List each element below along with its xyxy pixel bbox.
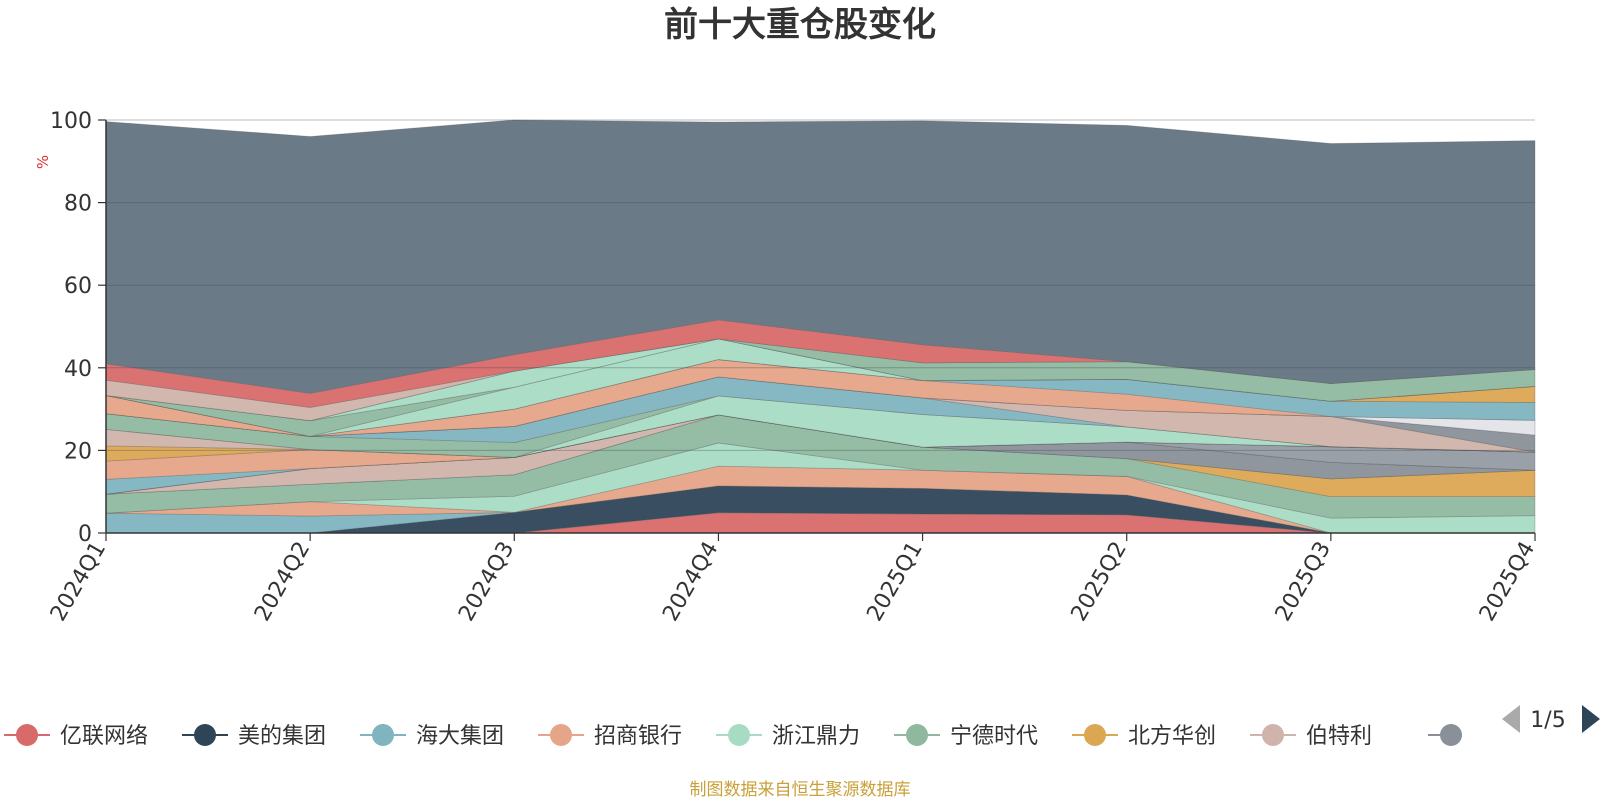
legend-page-indicator: 1/5 xyxy=(1530,708,1565,733)
legend-label: 浙江鼎力 xyxy=(772,724,860,749)
y-tick-label: 20 xyxy=(64,439,92,464)
legend-marker-icon xyxy=(728,724,750,746)
legend-item[interactable]: 伯特利 xyxy=(1250,724,1372,749)
legend-prev-page-icon[interactable] xyxy=(1502,705,1520,733)
legend-next-page-icon[interactable] xyxy=(1582,705,1600,733)
y-tick-label: 40 xyxy=(64,357,92,382)
legend-item[interactable]: 北方华创 xyxy=(1072,724,1216,749)
legend-marker-icon xyxy=(1084,724,1106,746)
x-tick-label: 2025Q3 xyxy=(1271,538,1336,626)
x-tick-label: 2024Q3 xyxy=(454,538,519,626)
y-tick-label: 80 xyxy=(64,192,92,217)
legend-label: 伯特利 xyxy=(1306,724,1372,749)
legend-item[interactable]: 美的集团 xyxy=(182,724,326,749)
area-series-30 xyxy=(105,119,1536,394)
legend-marker-icon xyxy=(1440,724,1462,746)
area-series-29 xyxy=(105,319,1536,408)
y-tick-label: 0 xyxy=(78,522,92,547)
area-series-20 xyxy=(105,376,1536,437)
legend-pager: 1/5 xyxy=(1502,705,1600,733)
area-series-6 xyxy=(105,414,1536,498)
x-tick-label: 2024Q1 xyxy=(46,538,111,626)
area-series-4 xyxy=(105,442,1536,534)
area-series-28 xyxy=(105,338,1536,422)
legend-marker-icon xyxy=(906,724,928,746)
legend-label: 宁德时代 xyxy=(950,724,1038,749)
area-series-23 xyxy=(105,359,1536,437)
legend: 亿联网络 美的集团 海大集团 招商银行 浙江鼎力 宁德时代 北方华创 伯特利 兆易创新 xyxy=(4,724,1572,749)
x-tick-label: 2024Q2 xyxy=(250,538,315,626)
area-series-1 xyxy=(106,485,1535,534)
legend-item[interactable]: 宁德时代 xyxy=(894,724,1038,749)
legend-label: 亿联网络 xyxy=(60,724,148,749)
legend-marker-icon xyxy=(372,724,394,746)
legend-marker-icon xyxy=(1262,724,1284,746)
y-tick-label: 100 xyxy=(50,109,92,134)
legend-label: 招商银行 xyxy=(594,724,682,749)
legend-label: 北方华创 xyxy=(1128,724,1216,749)
legend-item[interactable]: 兆易创新 xyxy=(1428,724,1572,749)
chart-title: 前十大重仓股变化 xyxy=(664,5,936,45)
x-tick-label: 2024Q4 xyxy=(658,538,723,626)
source-note: 制图数据来自恒生聚源数据库 xyxy=(690,780,911,800)
area-series-19 xyxy=(105,376,1536,453)
legend-item[interactable]: 浙江鼎力 xyxy=(716,724,860,749)
legend-item[interactable]: 亿联网络 xyxy=(4,724,148,749)
area-series-27 xyxy=(105,338,1536,422)
legend-item[interactable]: 招商银行 xyxy=(538,724,682,749)
area-series-10 xyxy=(105,414,1536,495)
area-series-3 xyxy=(105,465,1535,534)
y-axis-unit-label: % xyxy=(34,155,52,169)
legend-item[interactable]: 海大集团 xyxy=(360,724,504,749)
area-series-5 xyxy=(105,414,1536,519)
legend-marker-icon xyxy=(550,724,572,746)
area-series-22 xyxy=(105,359,1536,437)
legend-marker-icon xyxy=(194,724,216,746)
legend-label: 美的集团 xyxy=(238,724,326,749)
x-tick-label: 2025Q1 xyxy=(862,538,927,626)
legend-label: 海大集团 xyxy=(416,724,504,749)
x-tick-label: 2025Q4 xyxy=(1475,538,1540,626)
y-tick-label: 60 xyxy=(64,274,92,299)
x-tick-label: 2025Q2 xyxy=(1067,538,1132,626)
area-series-group xyxy=(105,119,1536,534)
legend-marker-icon xyxy=(16,724,38,746)
